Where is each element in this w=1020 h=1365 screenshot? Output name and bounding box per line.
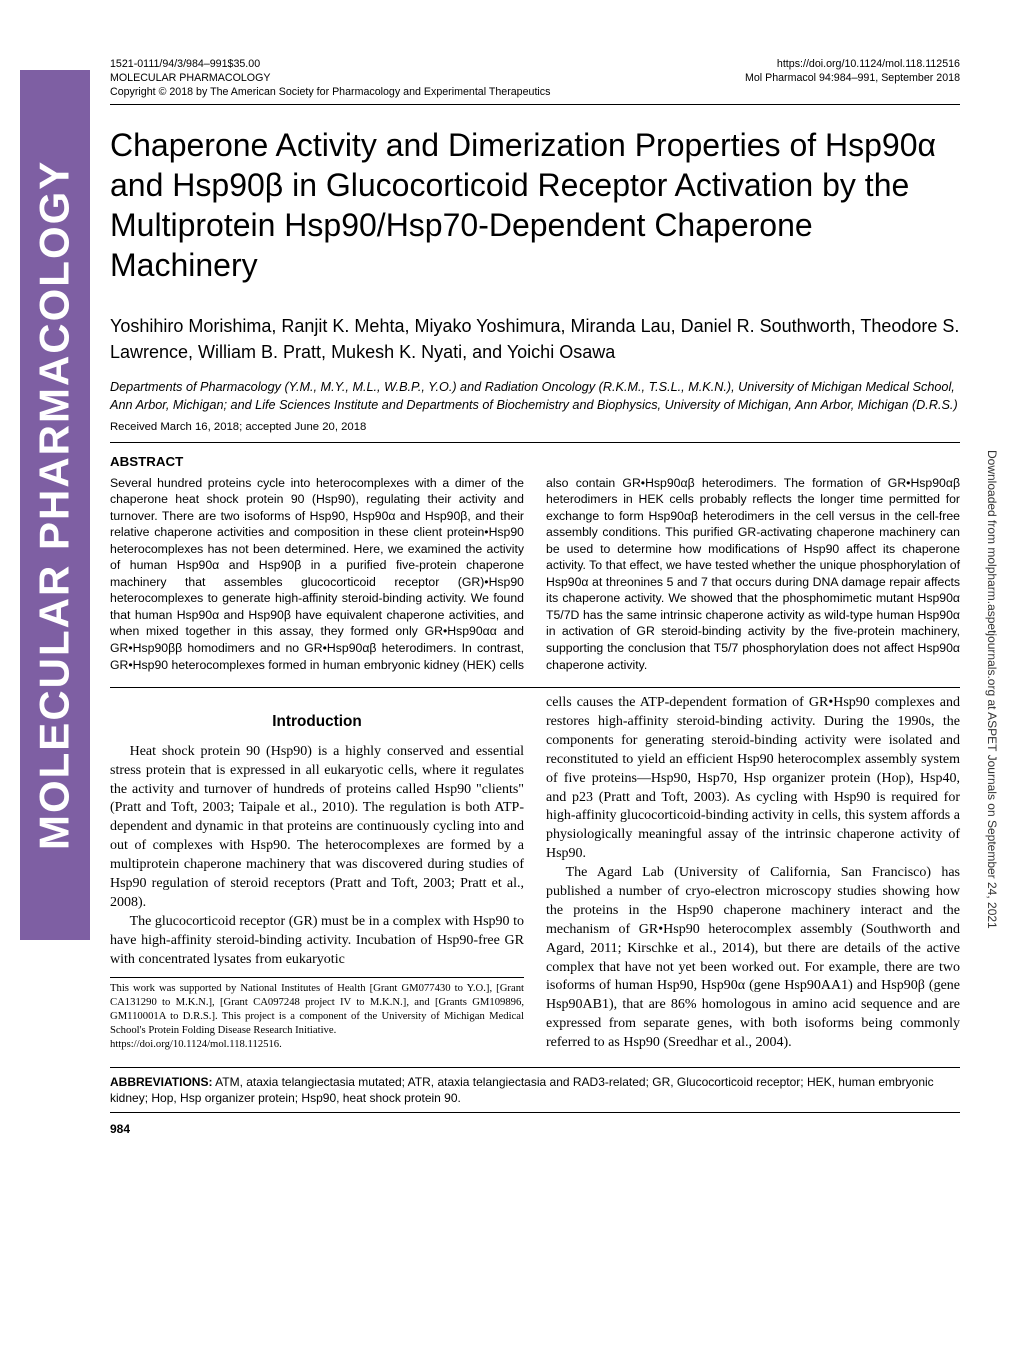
- funding-footnote: This work was supported by National Inst…: [110, 977, 524, 1051]
- divider-rule: [110, 687, 960, 688]
- body-paragraph: The glucocorticoid receptor (GR) must be…: [110, 913, 524, 970]
- header-doi: https://doi.org/10.1124/mol.118.112516: [745, 58, 960, 72]
- header-rule: [110, 104, 960, 105]
- abstract-heading: ABSTRACT: [110, 453, 960, 471]
- header-id-line: 1521-0111/94/3/984–991$35.00: [110, 58, 550, 72]
- header-citation: Mol Pharmacol 94:984–991, September 2018: [745, 72, 960, 86]
- footnote-doi: https://doi.org/10.1124/mol.118.112516.: [110, 1038, 524, 1052]
- journal-side-banner: MOLECULAR PHARMACOLOGY: [20, 70, 90, 940]
- author-affiliations: Departments of Pharmacology (Y.M., M.Y.,…: [110, 379, 960, 414]
- header-copyright: Copyright © 2018 by The American Society…: [110, 86, 550, 100]
- article-title: Chaperone Activity and Dimerization Prop…: [110, 125, 960, 285]
- introduction-heading: Introduction: [110, 712, 524, 733]
- divider-rule: [110, 442, 960, 443]
- footnote-text: This work was supported by National Inst…: [110, 982, 524, 1037]
- body-paragraph: The Agard Lab (University of California,…: [546, 864, 960, 1053]
- page-number: 984: [110, 1121, 960, 1137]
- received-accepted-dates: Received March 16, 2018; accepted June 2…: [110, 420, 960, 435]
- abstract-text: Several hundred proteins cycle into hete…: [110, 475, 960, 674]
- body-paragraph: cells causes the ATP-dependent formation…: [546, 694, 960, 864]
- body-paragraph: Heat shock protein 90 (Hsp90) is a highl…: [110, 743, 524, 913]
- running-header: 1521-0111/94/3/984–991$35.00 MOLECULAR P…: [110, 58, 960, 100]
- author-list: Yoshihiro Morishima, Ranjit K. Mehta, Mi…: [110, 313, 960, 365]
- download-attribution: Downloaded from molpharm.aspetjournals.o…: [984, 450, 1000, 929]
- header-journal-name: MOLECULAR PHARMACOLOGY: [110, 72, 550, 86]
- abbreviations-text: ATM, ataxia telangiectasia mutated; ATR,…: [110, 1075, 934, 1105]
- abbreviations-label: ABBREVIATIONS:: [110, 1075, 212, 1089]
- abbreviations-box: ABBREVIATIONS: ATM, ataxia telangiectasi…: [110, 1067, 960, 1113]
